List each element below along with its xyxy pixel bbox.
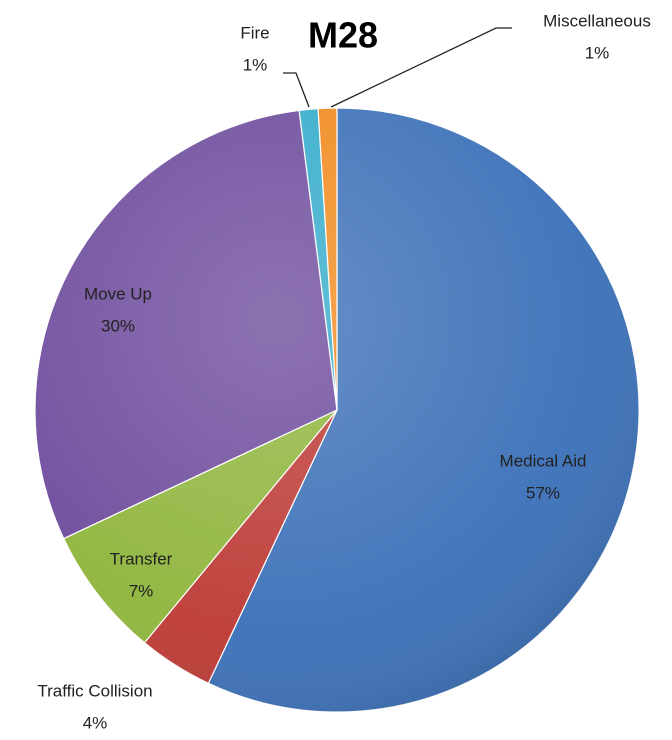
leader-line [283, 72, 310, 108]
slice-label: Move Up [84, 284, 152, 303]
slice-value-label: 1% [243, 55, 268, 74]
slice-label: Transfer [110, 549, 173, 568]
slice-value-label: 1% [585, 43, 610, 62]
chart-title: M28 [308, 15, 378, 56]
slice-label: Miscellaneous [543, 11, 651, 30]
slice-value-label: 7% [129, 581, 154, 600]
slice-label: Traffic Collision [37, 681, 152, 700]
slice-label: Fire [240, 23, 269, 42]
leader-line [330, 27, 512, 108]
slice-value-label: 30% [101, 316, 135, 335]
slice-label: Medical Aid [500, 451, 587, 470]
slice-value-label: 4% [83, 713, 108, 732]
slice-value-label: 57% [526, 483, 560, 502]
pie [34, 107, 640, 713]
